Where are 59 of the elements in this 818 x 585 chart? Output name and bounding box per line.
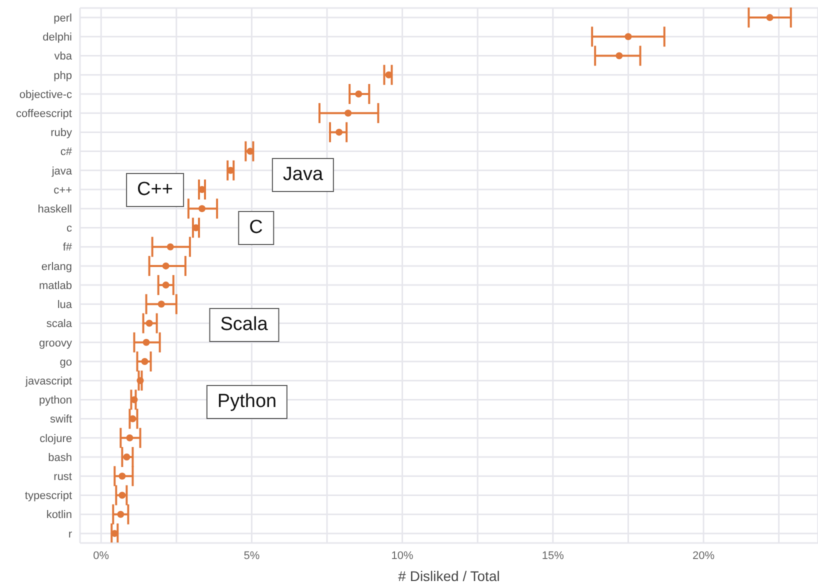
point — [616, 52, 623, 60]
annotation: Python — [206, 385, 288, 419]
point — [158, 300, 165, 308]
point — [336, 128, 343, 136]
point — [766, 14, 774, 22]
y-tick-label: rust — [54, 471, 72, 484]
y-tick-label: r — [68, 528, 72, 540]
point — [166, 243, 174, 250]
x-tick-label: 10% — [391, 550, 414, 562]
y-tick-label: python — [38, 394, 72, 407]
point — [126, 434, 134, 442]
y-tick-label: c — [66, 222, 72, 235]
y-tick-label: objective-c — [19, 88, 72, 101]
y-tick-label: lua — [57, 299, 73, 312]
y-tick-label: kotlin — [46, 509, 72, 522]
annotation: C++ — [126, 173, 184, 207]
y-tick-label: c++ — [54, 184, 72, 196]
y-tick-label: bash — [48, 452, 72, 464]
y-tick-label: f# — [62, 242, 73, 254]
annotation: Scala — [209, 308, 279, 342]
point — [136, 377, 144, 384]
point — [141, 358, 148, 365]
x-axis-title: # Disliked / Total — [398, 568, 500, 584]
y-tick-label: perl — [54, 12, 72, 24]
point — [198, 205, 206, 212]
y-tick-label: javascript — [24, 375, 72, 388]
y-tick-label: vba — [54, 50, 73, 63]
point — [118, 492, 126, 499]
y-tick-label: ruby — [50, 127, 72, 140]
x-tick-label: 0% — [93, 550, 110, 562]
y-tick-label: typescript — [24, 490, 72, 502]
annotation: Java — [272, 158, 334, 192]
point — [118, 472, 126, 480]
y-tick-label: clojure — [40, 432, 72, 445]
point — [142, 338, 150, 346]
x-tick-label: 5% — [244, 550, 260, 562]
y-tick-label: haskell — [38, 204, 72, 216]
point — [117, 510, 124, 518]
y-tick-label: c# — [60, 146, 73, 158]
x-tick-label: 15% — [542, 550, 564, 562]
point — [146, 320, 153, 327]
y-tick-label: groovy — [38, 337, 72, 350]
y-tick-label: delphi — [42, 32, 72, 44]
point — [123, 454, 130, 461]
point — [344, 110, 352, 117]
point — [355, 90, 362, 98]
y-tick-label: java — [50, 165, 73, 178]
x-tick-label: 20% — [692, 550, 715, 562]
y-tick-label: coffeescript — [16, 108, 72, 120]
y-tick-label: swift — [50, 414, 72, 426]
y-tick-label: go — [60, 356, 72, 368]
y-tick-label: scala — [46, 318, 73, 330]
annotation: C — [238, 211, 274, 245]
y-tick-label: erlang — [41, 260, 72, 273]
point — [624, 33, 632, 40]
point — [162, 282, 170, 289]
point — [162, 262, 170, 270]
y-tick-label: matlab — [38, 280, 72, 292]
y-tick-label: php — [54, 70, 72, 82]
